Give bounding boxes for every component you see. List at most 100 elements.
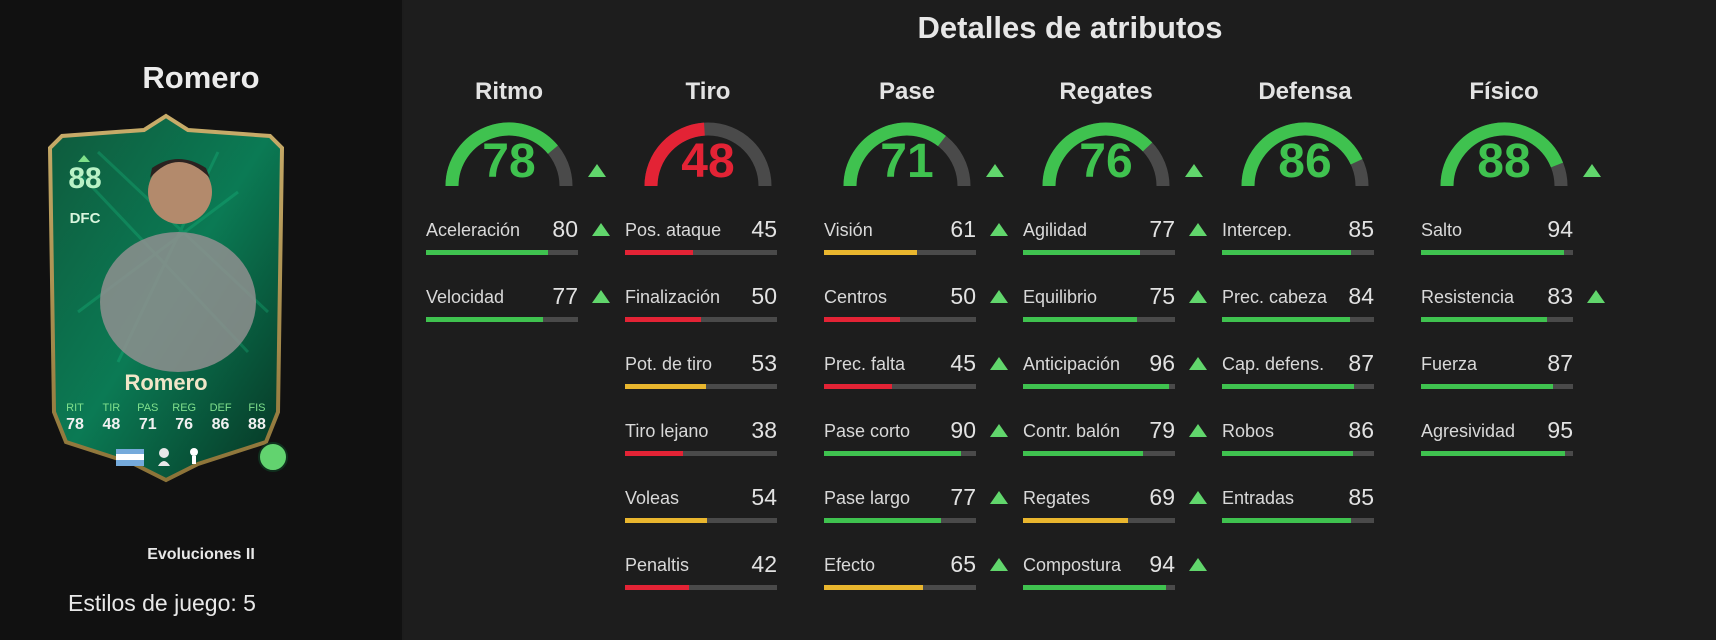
attribute-value: 45 [950, 350, 976, 376]
card-icons [116, 446, 204, 468]
attribute-list: Visión 61 Centros 50 Prec. falta 45 Pase… [822, 216, 1022, 618]
attribute-bar [824, 317, 976, 322]
attribute-row-equilibrio: Equilibrio 75 [1021, 283, 1221, 350]
attribute-label: Velocidad [426, 287, 505, 307]
attribute-value: 95 [1547, 417, 1573, 443]
attribute-bar-fill [1421, 384, 1554, 389]
attribute-bar-fill [1023, 585, 1166, 590]
attribute-label: Pot. de tiro [625, 354, 713, 374]
attribute-row-salto: Salto 94 [1419, 216, 1619, 283]
attribute-bar-fill [1023, 250, 1141, 255]
card-rating: 88 [68, 162, 102, 195]
attribute-bar-fill [625, 250, 694, 255]
attribute-bar [1222, 384, 1374, 389]
attribute-up-arrow-icon [1189, 223, 1207, 236]
card-stat: DEF 86 [204, 402, 238, 434]
category-title: Ritmo [475, 78, 543, 105]
card-stat-label: REG [172, 402, 197, 414]
attribute-up-arrow-icon [1189, 357, 1207, 370]
attribute-value: 83 [1547, 283, 1573, 309]
attribute-bar [1222, 250, 1374, 255]
card-stat-label: TIR [102, 402, 121, 414]
gauge-arc-icon [1440, 122, 1568, 187]
card-stat-label: FIS [248, 402, 266, 414]
attribute-bar-fill [1222, 451, 1353, 456]
card-stat: REG 76 [167, 402, 201, 434]
category-regates: Regates 76 Agilidad 77 Equilibrio 75 Anti… [1021, 78, 1221, 618]
playstyles-count: Estilos de juego: 5 [68, 590, 256, 616]
category-value: 76 [1079, 135, 1133, 188]
attribute-bar [426, 250, 578, 255]
attribute-row-resistencia: Resistencia 83 [1419, 283, 1619, 350]
card-position: DFC [69, 210, 101, 227]
category-value: 86 [1278, 135, 1332, 188]
attribute-row-prec-falta: Prec. falta 45 [822, 350, 1022, 417]
attribute-value: 84 [1348, 283, 1374, 309]
card-stat: FIS 88 [240, 402, 274, 434]
gauge-arc-icon [1241, 122, 1369, 187]
attribute-row-intercep: Intercep. 85 [1220, 216, 1420, 283]
attribute-list: Aceleración 80 Velocidad 77 [424, 216, 624, 350]
attribute-label: Agresividad [1421, 421, 1516, 441]
card-stat-label: DEF [209, 402, 232, 414]
gauge-arc-icon [843, 122, 971, 187]
attribute-value: 42 [751, 551, 777, 577]
attribute-value: 77 [950, 484, 976, 510]
category-gauge: 76 [1021, 116, 1221, 196]
attribute-bar-fill [824, 250, 917, 255]
card-stat-value: 78 [66, 416, 84, 433]
attribute-up-arrow-icon [592, 290, 610, 303]
attribute-bar [1023, 518, 1175, 523]
attribute-bar-fill [625, 518, 708, 523]
attribute-value: 75 [1149, 283, 1175, 309]
attribute-value: 53 [751, 350, 777, 376]
attribute-bar-fill [824, 585, 923, 590]
attribute-value: 50 [751, 283, 777, 309]
attribute-bar [625, 317, 777, 322]
category-ritmo: Ritmo 78 Aceleración 80 Velocidad 77 [424, 78, 624, 350]
attribute-label: Salto [1421, 220, 1463, 240]
attribute-label: Prec. cabeza [1222, 287, 1328, 307]
card-stat: PAS 71 [131, 402, 165, 434]
attribute-row-anticipacion: Anticipación 96 [1021, 350, 1221, 417]
attribute-up-arrow-icon [1587, 290, 1605, 303]
attribute-label: Aceleración [426, 220, 521, 240]
attribute-bar [1421, 384, 1573, 389]
attribute-value: 87 [1348, 350, 1374, 376]
attributes-panel: Detalles de atributos Ritmo 78 Aceleració… [404, 0, 1716, 640]
attribute-bar-fill [1222, 250, 1352, 255]
attribute-bar-fill [824, 518, 942, 523]
attribute-label: Pos. ataque [625, 220, 722, 240]
attribute-label: Voleas [625, 488, 680, 508]
attributes-title: Detalles de atributos [917, 10, 1223, 45]
attribute-bar [824, 250, 976, 255]
attribute-bar [625, 451, 777, 456]
attribute-label: Tiro lejano [625, 421, 709, 441]
attribute-bar [1023, 451, 1175, 456]
attribute-row-pot-de-tiro: Pot. de tiro 53 [623, 350, 823, 417]
attribute-up-arrow-icon [990, 223, 1008, 236]
attribute-bar [625, 518, 777, 523]
card-stat-value: 71 [138, 416, 157, 433]
category-value: 48 [681, 135, 735, 188]
attribute-up-arrow-icon [990, 491, 1008, 504]
attribute-bar-fill [426, 250, 548, 255]
attribute-bar [824, 518, 976, 523]
attribute-label: Prec. falta [824, 354, 906, 374]
attribute-value: 96 [1149, 350, 1175, 376]
attribute-value: 45 [751, 216, 777, 242]
category-defensa: Defensa 86 Intercep. 85 Prec. cabeza 84 C… [1220, 78, 1420, 551]
attribute-bar-fill [1421, 250, 1564, 255]
attribute-bar-fill [1421, 451, 1566, 456]
attribute-label: Fuerza [1421, 354, 1478, 374]
player-card[interactable]: 88 DFC Romero RIT 78 TIR 48 PAS 71 REG 76 DE… [38, 112, 294, 484]
category-pase: Pase 71 Visión 61 Centros 50 Prec. falta … [822, 78, 1022, 618]
attribute-row-contr-balon: Contr. balón 79 [1021, 417, 1221, 484]
card-stat: TIR 48 [94, 402, 128, 434]
attribute-bar-fill [1222, 518, 1352, 523]
attribute-label: Centros [824, 287, 888, 307]
gauge-arc-icon [445, 122, 573, 187]
attribute-value: 38 [751, 417, 777, 443]
attribute-label: Anticipación [1023, 354, 1121, 374]
attribute-bar [1222, 317, 1374, 322]
